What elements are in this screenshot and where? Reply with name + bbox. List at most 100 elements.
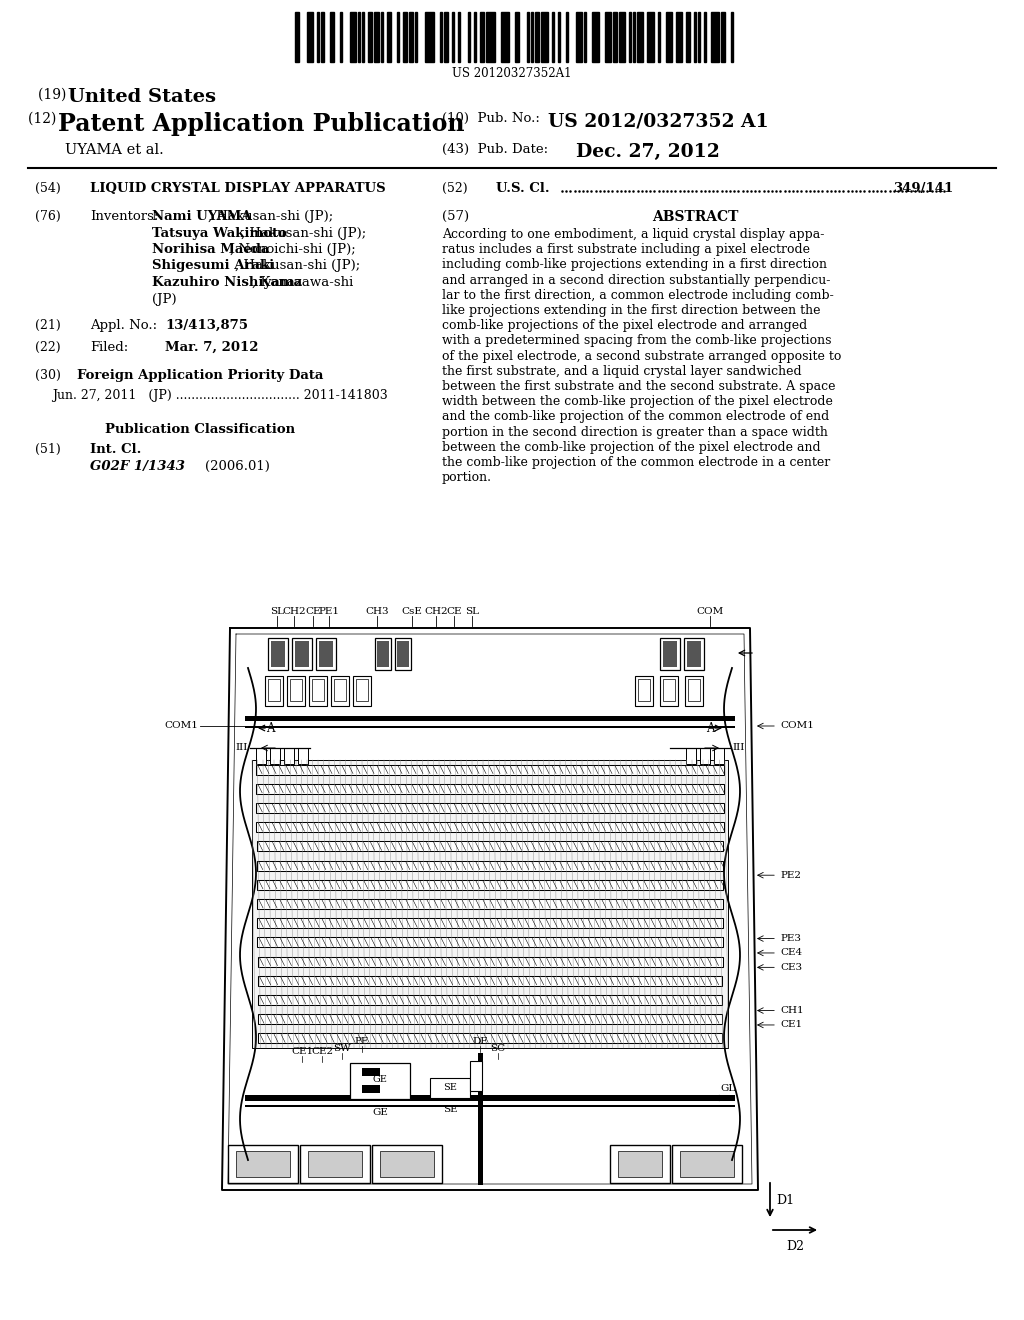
Text: SC: SC bbox=[490, 1044, 506, 1053]
Bar bbox=[647, 12, 653, 62]
Bar bbox=[257, 919, 723, 928]
Text: Publication Classification: Publication Classification bbox=[104, 422, 295, 436]
Bar bbox=[356, 678, 368, 701]
Bar bbox=[380, 1151, 434, 1177]
Text: lar to the first direction, a common electrode including comb-: lar to the first direction, a common ele… bbox=[442, 289, 834, 302]
Bar bbox=[714, 748, 724, 764]
Text: , Nonoichi-shi (JP);: , Nonoichi-shi (JP); bbox=[229, 243, 355, 256]
Bar bbox=[258, 1014, 722, 1024]
Bar bbox=[287, 676, 305, 706]
Text: CE1: CE1 bbox=[291, 1047, 313, 1056]
Bar bbox=[731, 12, 733, 62]
Text: (57): (57) bbox=[442, 210, 469, 223]
Text: portion in the second direction is greater than a space width: portion in the second direction is great… bbox=[442, 425, 827, 438]
Text: (12): (12) bbox=[28, 112, 60, 125]
Bar bbox=[686, 748, 696, 764]
Bar bbox=[377, 642, 389, 667]
Bar bbox=[256, 784, 724, 793]
Bar bbox=[618, 1151, 662, 1177]
Text: Inventors:: Inventors: bbox=[90, 210, 159, 223]
Bar bbox=[350, 12, 356, 62]
Bar bbox=[415, 12, 417, 62]
Bar bbox=[531, 12, 534, 62]
Bar bbox=[515, 12, 519, 62]
Bar bbox=[685, 676, 703, 706]
Bar bbox=[593, 12, 598, 62]
Bar bbox=[452, 12, 454, 62]
Bar bbox=[350, 1063, 410, 1100]
Bar bbox=[256, 764, 724, 775]
Bar bbox=[309, 676, 327, 706]
Text: SL: SL bbox=[465, 607, 479, 616]
Bar bbox=[558, 12, 560, 62]
Text: COM1: COM1 bbox=[780, 722, 814, 730]
Text: PE3: PE3 bbox=[780, 935, 801, 942]
Text: (2006.01): (2006.01) bbox=[205, 459, 270, 473]
Text: Foreign Application Priority Data: Foreign Application Priority Data bbox=[77, 370, 324, 381]
Text: Kazuhiro Nishiyama: Kazuhiro Nishiyama bbox=[152, 276, 302, 289]
Text: D2: D2 bbox=[786, 1239, 804, 1253]
Text: D1: D1 bbox=[776, 1193, 795, 1206]
Text: Filed:: Filed: bbox=[90, 341, 128, 354]
Bar bbox=[258, 975, 722, 986]
Bar bbox=[317, 12, 319, 62]
Bar bbox=[536, 12, 540, 62]
Bar bbox=[375, 638, 391, 671]
Bar bbox=[637, 12, 643, 62]
Text: width between the comb-like projection of the pixel electrode: width between the comb-like projection o… bbox=[442, 395, 833, 408]
Text: between the comb-like projection of the pixel electrode and: between the comb-like projection of the … bbox=[442, 441, 820, 454]
Bar bbox=[470, 1061, 482, 1092]
Text: (54): (54) bbox=[35, 182, 60, 195]
Text: GE: GE bbox=[372, 1107, 388, 1117]
Bar bbox=[566, 12, 568, 62]
Bar bbox=[284, 748, 294, 764]
Bar bbox=[268, 638, 288, 671]
Text: DE: DE bbox=[472, 1038, 487, 1045]
Text: CE2: CE2 bbox=[311, 1047, 333, 1056]
Bar bbox=[686, 12, 690, 62]
Bar bbox=[256, 822, 724, 832]
Bar bbox=[660, 638, 680, 671]
Bar bbox=[330, 12, 334, 62]
Text: CE: CE bbox=[446, 607, 462, 616]
Bar bbox=[265, 676, 283, 706]
Bar bbox=[258, 995, 722, 1005]
Bar bbox=[381, 12, 383, 62]
Bar bbox=[618, 12, 625, 62]
Bar bbox=[672, 1144, 742, 1183]
Text: including comb-like projections extending in a first direction: including comb-like projections extendin… bbox=[442, 259, 827, 272]
Bar bbox=[395, 638, 411, 671]
Text: PE2: PE2 bbox=[780, 871, 801, 879]
Bar bbox=[486, 12, 495, 62]
Text: (51): (51) bbox=[35, 444, 60, 455]
Bar bbox=[552, 12, 554, 62]
Text: A: A bbox=[706, 722, 715, 734]
Text: G02F 1/1343: G02F 1/1343 bbox=[90, 459, 185, 473]
Text: (22): (22) bbox=[35, 341, 60, 354]
Bar bbox=[300, 1144, 370, 1183]
Bar bbox=[397, 12, 399, 62]
Text: CE3: CE3 bbox=[780, 962, 802, 972]
Bar bbox=[245, 715, 735, 721]
Text: A: A bbox=[266, 722, 274, 734]
Text: SW: SW bbox=[333, 1044, 351, 1053]
Bar bbox=[256, 803, 724, 813]
Bar bbox=[236, 1151, 290, 1177]
Text: Patent Application Publication: Patent Application Publication bbox=[58, 112, 465, 136]
Text: Int. Cl.: Int. Cl. bbox=[90, 444, 141, 455]
Text: like projections extending in the first direction between the: like projections extending in the first … bbox=[442, 304, 820, 317]
Text: CE: CE bbox=[305, 607, 321, 616]
Bar bbox=[271, 642, 285, 667]
Bar bbox=[610, 1144, 670, 1183]
Bar bbox=[439, 12, 441, 62]
Bar bbox=[666, 12, 672, 62]
Bar bbox=[397, 642, 409, 667]
Text: US 20120327352A1: US 20120327352A1 bbox=[453, 67, 571, 81]
Text: According to one embodiment, a liquid crystal display appa-: According to one embodiment, a liquid cr… bbox=[442, 228, 824, 242]
Bar bbox=[252, 760, 728, 1048]
Bar bbox=[403, 12, 407, 62]
Bar bbox=[358, 12, 360, 62]
Bar bbox=[340, 12, 342, 62]
Text: the first substrate, and a liquid crystal layer sandwiched: the first substrate, and a liquid crysta… bbox=[442, 364, 802, 378]
Text: SE: SE bbox=[442, 1105, 458, 1114]
